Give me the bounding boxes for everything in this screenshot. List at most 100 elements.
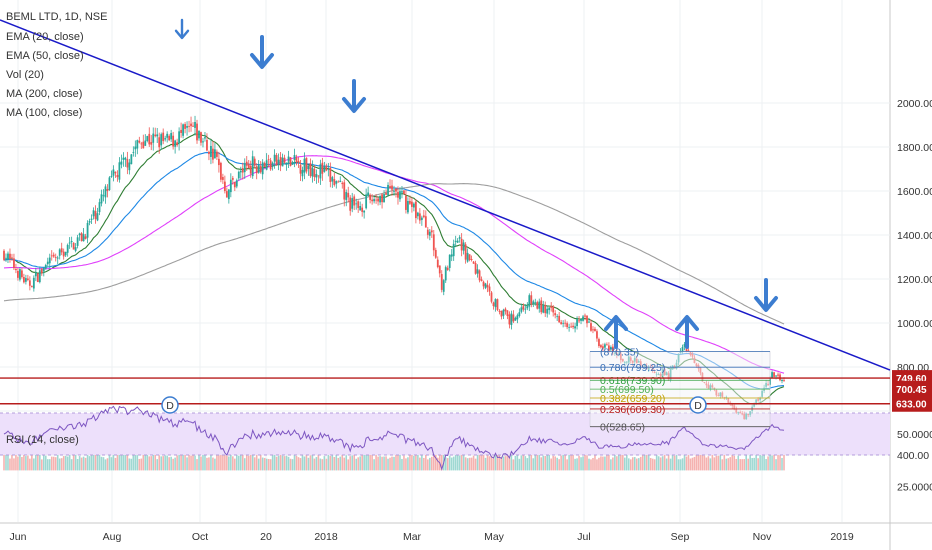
volume-bar xyxy=(713,457,716,471)
candle-body xyxy=(383,194,385,203)
candle-body xyxy=(375,199,377,201)
trendline xyxy=(0,19,891,371)
volume-bar xyxy=(271,455,274,471)
candle-body xyxy=(546,308,549,314)
legend: BEML LTD, 1D, NSE EMA (20, close) EMA (5… xyxy=(6,11,107,446)
volume-bar xyxy=(427,459,429,471)
volume-bar xyxy=(641,453,644,471)
candle-body xyxy=(104,186,107,198)
legend-ma200[interactable]: MA (200, close) xyxy=(6,88,82,100)
volume-bar xyxy=(160,456,162,471)
volume-bar xyxy=(212,457,214,471)
volume-bar xyxy=(651,458,654,471)
volume-bar xyxy=(524,456,527,471)
candle-body xyxy=(556,316,559,318)
down-arrow-icon xyxy=(174,18,190,40)
candle-body xyxy=(40,268,43,274)
volume-bar xyxy=(100,456,103,471)
volume-bar xyxy=(755,454,757,471)
candle-body xyxy=(243,163,246,173)
volume-bar xyxy=(407,457,409,471)
candle-body xyxy=(482,281,485,287)
price-tick-label: 1000.00 xyxy=(897,318,932,330)
volume-bar xyxy=(592,457,594,471)
volume-bar xyxy=(208,457,210,471)
volume-bar xyxy=(224,452,226,471)
volume-bar xyxy=(311,453,314,471)
volume-bar xyxy=(21,456,23,471)
candle-body xyxy=(50,255,53,257)
legend-ma100[interactable]: MA (100, close) xyxy=(6,107,82,119)
candle-body xyxy=(315,174,318,178)
volume-bar xyxy=(637,458,640,471)
candle-body xyxy=(440,274,443,290)
volume-bar xyxy=(645,453,648,471)
volume-bar xyxy=(554,456,556,471)
volume-bar xyxy=(52,456,55,471)
volume-bar xyxy=(347,459,350,471)
volume-bar xyxy=(130,458,133,471)
candle-body xyxy=(373,199,376,202)
volume-bar xyxy=(401,458,403,471)
volume-bar xyxy=(502,456,505,471)
time-tick-label: 2019 xyxy=(830,531,854,543)
candle-body xyxy=(208,151,210,155)
volume-bar xyxy=(747,458,749,471)
volume-bar xyxy=(440,453,443,471)
volume-bar xyxy=(172,458,174,471)
candle-body xyxy=(309,163,312,176)
volume-bar xyxy=(415,454,417,471)
candle-body xyxy=(371,199,374,202)
candle-body xyxy=(237,171,240,179)
volume-bar xyxy=(448,455,451,471)
volume-bar xyxy=(608,453,610,471)
volume-bar xyxy=(470,457,473,471)
candle-body xyxy=(536,302,539,309)
volume-bar xyxy=(371,452,373,471)
volume-bar xyxy=(369,454,371,471)
fibonacci-retracement: (870.35)0.786(799.25)0.618(739.90)0.5(69… xyxy=(589,347,771,434)
candle-body xyxy=(64,251,67,256)
candle-body xyxy=(303,158,306,173)
candle-body xyxy=(11,257,13,259)
candle-body xyxy=(293,154,296,161)
candle-body xyxy=(464,244,467,260)
candle-body xyxy=(66,244,69,253)
volume-bar xyxy=(29,458,31,471)
volume-bar xyxy=(70,459,73,471)
legend-ema50[interactable]: EMA (50, close) xyxy=(6,50,84,62)
candle-body xyxy=(90,218,93,220)
candle-body xyxy=(144,140,147,146)
volume-bar xyxy=(148,456,151,471)
candle-body xyxy=(221,177,224,180)
volume-bar xyxy=(510,453,513,471)
time-tick-label: Oct xyxy=(192,531,208,543)
volume-bar xyxy=(33,458,35,471)
volume-bar xyxy=(367,452,369,471)
volume-bar xyxy=(781,457,783,471)
price-badge-label: 749.60 xyxy=(896,374,927,385)
time-tick-label: 20 xyxy=(260,531,272,543)
candle-body xyxy=(434,249,437,258)
candle-body xyxy=(544,305,547,314)
volume-bar xyxy=(393,456,395,471)
volume-bar xyxy=(27,455,29,471)
candle-body xyxy=(60,248,63,253)
candle-body xyxy=(245,161,248,166)
legend-vol[interactable]: Vol (20) xyxy=(6,69,44,81)
candle-body xyxy=(156,134,159,137)
legend-ema20[interactable]: EMA (20, close) xyxy=(6,31,84,43)
candle-body xyxy=(291,162,294,165)
rsi-legend[interactable]: RSI (14, close) xyxy=(6,434,79,446)
candle-body xyxy=(604,344,606,348)
candle-body xyxy=(611,346,614,353)
candle-body xyxy=(247,164,250,169)
volume-bar xyxy=(419,457,421,471)
candle-body xyxy=(3,250,5,260)
volume-bar xyxy=(677,459,680,471)
candle-body xyxy=(13,258,15,269)
candle-body xyxy=(534,302,537,304)
time-tick-label: Jul xyxy=(577,531,590,543)
candle-body xyxy=(779,374,781,381)
